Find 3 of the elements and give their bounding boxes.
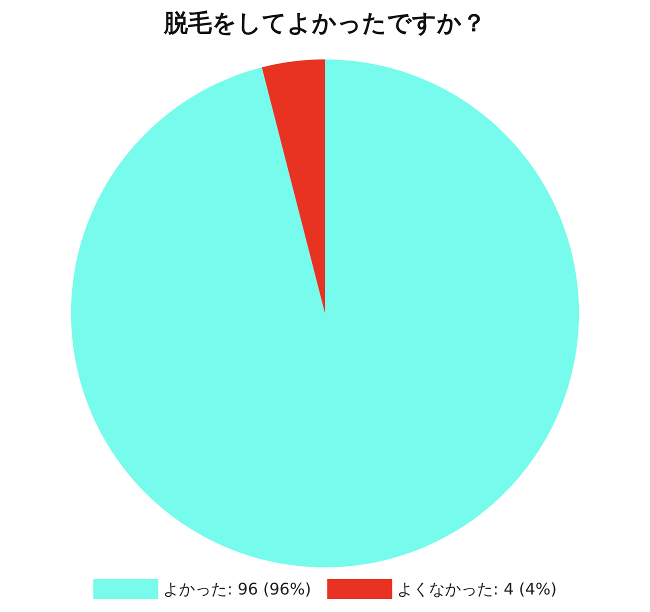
legend-label: よかった: 96 (96%) [163, 580, 312, 598]
chart-title: 脱毛をしてよかったですか？ [163, 9, 486, 37]
legend-label: よくなかった: 4 (4%) [397, 580, 557, 598]
